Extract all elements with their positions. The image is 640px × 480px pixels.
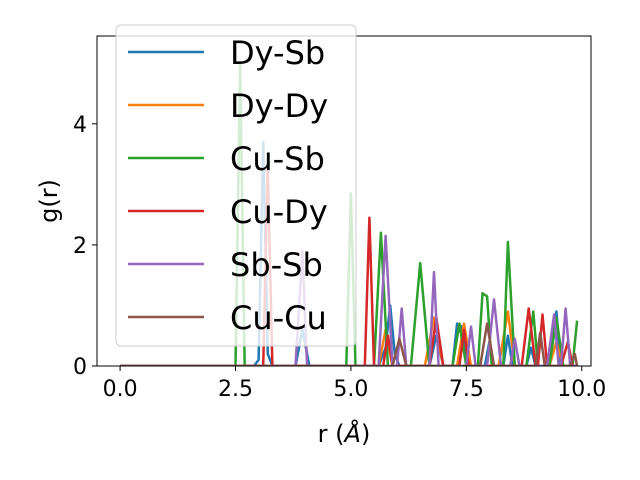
legend-label-sb-sb: Sb-Sb (230, 246, 323, 284)
legend-label-cu-dy: Cu-Dy (230, 193, 328, 231)
x-axis-label: r (Å) (318, 419, 371, 448)
legend-label-cu-cu: Cu-Cu (230, 299, 327, 337)
series-line-dy-sb (120, 140, 578, 366)
y-tick-label: 4 (73, 113, 87, 138)
series-line-cu-dy (120, 164, 578, 366)
legend-label-dy-dy: Dy-Dy (230, 87, 328, 125)
x-tick-label: 0.0 (103, 377, 138, 402)
y-tick-label: 2 (73, 234, 87, 259)
legend-label-cu-sb: Cu-Sb (230, 140, 325, 178)
series-line-sb-sb (120, 234, 578, 366)
x-tick-label: 7.5 (449, 377, 484, 402)
legend-box (115, 24, 357, 347)
y-axis-label: g(r) (35, 179, 63, 223)
x-tick-label: 5.0 (333, 377, 368, 402)
ticks-layer: 0.0 2.5 5.0 7.5 10.0 0 2 4 (73, 113, 606, 402)
y-tick-label: 0 (73, 355, 87, 380)
x-tick-label: 10.0 (557, 377, 606, 402)
legend: Dy-Sb Dy-Dy Cu-Sb Cu-Dy Sb-Sb Cu-Cu (115, 24, 357, 347)
series-line-cu-cu (120, 322, 579, 366)
x-tick-label: 2.5 (218, 377, 253, 402)
legend-label-dy-sb: Dy-Sb (230, 34, 325, 72)
